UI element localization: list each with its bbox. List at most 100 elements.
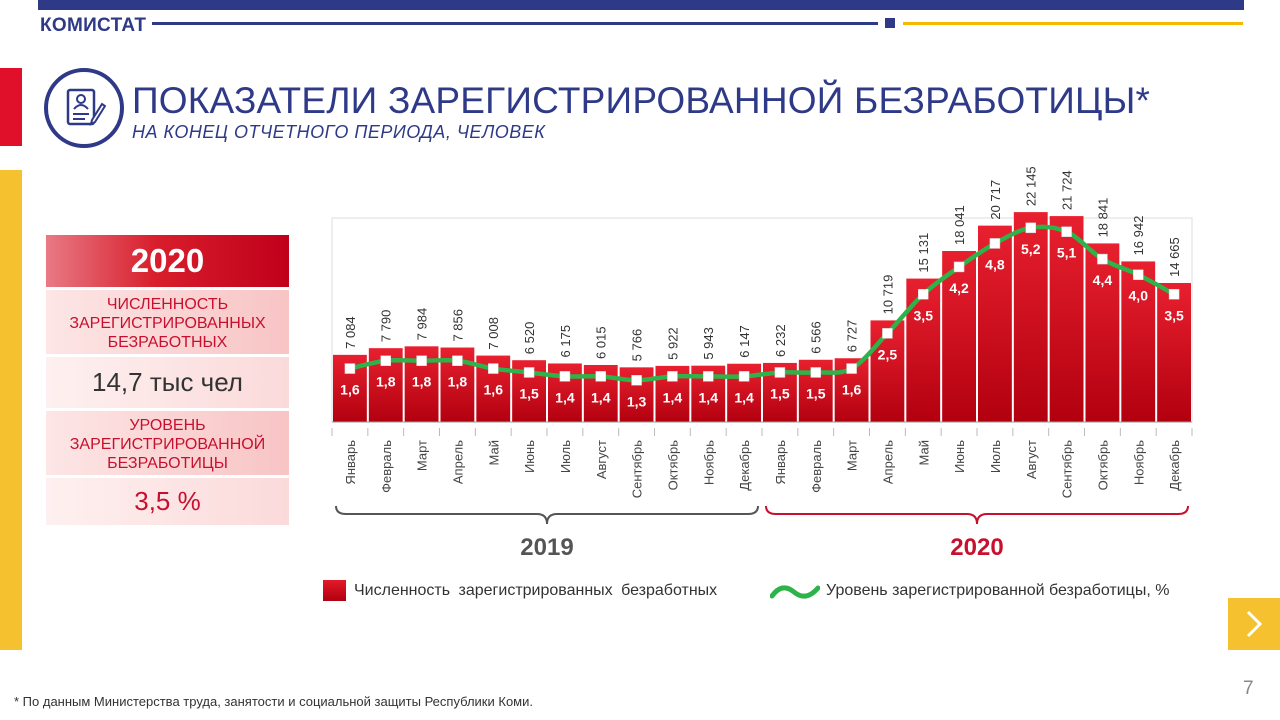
- rate-value-label: 5,2: [1021, 241, 1041, 257]
- x-tick-label: Май: [486, 440, 501, 465]
- next-slide-button[interactable]: [1228, 598, 1280, 650]
- rate-marker: [918, 289, 929, 300]
- x-tick-label: Октябрь: [665, 440, 680, 491]
- rate-value-label: 4,4: [1093, 272, 1113, 288]
- bar-value-label: 18 841: [1095, 198, 1110, 238]
- rate-value-label: 1,5: [770, 385, 790, 401]
- rate-marker: [344, 363, 356, 374]
- x-tick-label: Август: [1024, 440, 1039, 479]
- page-title: ПОКАЗАТЕЛИ ЗАРЕГИСТРИРОВАННОЙ БЕЗРАБОТИЦ…: [132, 80, 1151, 121]
- bar-value-label: 6 147: [737, 325, 752, 358]
- x-tick-label: Июль: [558, 440, 573, 473]
- x-tick-label: Ноябрь: [701, 440, 716, 485]
- bar-value-label: 7 008: [486, 317, 501, 350]
- bar-value-label: 22 145: [1024, 166, 1039, 206]
- x-tick-label: Июнь: [952, 440, 967, 473]
- rate-marker: [595, 371, 606, 382]
- bar-value-label: 7 790: [379, 310, 394, 343]
- rate-value-label: 4,0: [1129, 288, 1149, 304]
- rate-marker: [953, 261, 965, 273]
- summary-count-label: ЧИСЛЕННОСТЬ ЗАРЕГИСТРИРОВАННЫХ БЕЗРАБОТН…: [46, 290, 289, 354]
- x-tick-label: Ноябрь: [1131, 440, 1146, 485]
- rate-value-label: 1,8: [448, 374, 468, 390]
- bar-value-label: 5 766: [630, 329, 645, 362]
- header-divider-blue: [152, 22, 878, 25]
- rate-value-label: 1,5: [519, 385, 539, 401]
- bar: [1013, 212, 1048, 422]
- x-tick-label: Октябрь: [1095, 440, 1110, 491]
- rate-value-label: 1,4: [699, 389, 719, 405]
- rate-value-label: 1,4: [734, 389, 754, 405]
- bar-value-label: 7 984: [415, 308, 430, 341]
- x-tick-label: Февраль: [379, 440, 394, 493]
- summary-rate-label: УРОВЕНЬ ЗАРЕГИСТРИРОВАННОЙ БЕЗРАБОТИЦЫ: [46, 411, 289, 475]
- group-brace: [335, 505, 759, 525]
- rate-marker: [1097, 253, 1108, 265]
- x-tick-label: Январь: [343, 440, 358, 485]
- rate-marker: [559, 371, 571, 382]
- x-tick-label: Июнь: [522, 440, 537, 473]
- rate-marker: [1061, 226, 1072, 237]
- bar-value-label: 6 175: [558, 325, 573, 358]
- rate-value-label: 1,4: [591, 389, 611, 405]
- rate-value-label: 1,4: [555, 389, 575, 405]
- rate-marker: [416, 355, 427, 366]
- bar-value-label: 6 232: [773, 324, 788, 357]
- page-subtitle: НА КОНЕЦ ОТЧЕТНОГО ПЕРИОДА, ЧЕЛОВЕК: [132, 122, 546, 142]
- summary-year: 2020: [46, 235, 289, 287]
- x-tick-label: Март: [845, 440, 860, 471]
- legend-line-label: Уровень зарегистрированной безработицы, …: [826, 582, 1170, 599]
- bar-value-label: 10 719: [880, 275, 895, 315]
- rate-marker: [488, 363, 499, 374]
- rate-value-label: 1,3: [627, 393, 647, 409]
- rate-marker: [380, 355, 391, 366]
- brand-name: КОМИСТАТ: [40, 15, 147, 36]
- bar: [1157, 283, 1191, 422]
- bar-value-label: 5 922: [665, 327, 680, 360]
- rate-marker: [452, 355, 463, 366]
- rate-value-label: 4,8: [985, 256, 1005, 272]
- bar-value-label: 21 724: [1060, 170, 1075, 210]
- rate-marker: [774, 367, 786, 378]
- bar-value-label: 5 943: [701, 327, 716, 360]
- bar: [1121, 261, 1156, 422]
- rate-marker: [882, 328, 893, 339]
- accent-strip-yellow: [0, 170, 22, 650]
- rate-value-label: 1,4: [663, 389, 683, 405]
- group-label: 2019: [520, 534, 573, 561]
- rate-value-label: 1,5: [806, 385, 826, 401]
- rate-value-label: 4,2: [949, 280, 969, 296]
- rate-value-label: 1,8: [412, 374, 432, 390]
- legend-line-swatch: [770, 585, 820, 599]
- bar-value-label: 6 520: [522, 322, 537, 355]
- rate-value-label: 1,6: [484, 382, 504, 398]
- rate-value-label: 1,8: [376, 374, 396, 390]
- rate-marker: [1133, 269, 1144, 280]
- x-tick-label: Декабрь: [1167, 440, 1182, 491]
- x-tick-label: Февраль: [809, 440, 824, 493]
- x-tick-label: Август: [594, 440, 609, 479]
- summary-rate-value: 3,5 %: [46, 478, 289, 525]
- top-bar: [38, 0, 1244, 10]
- bar-value-label: 6 566: [809, 321, 824, 354]
- rate-value-label: 3,5: [1164, 307, 1184, 323]
- footnote: * По данным Министерства труда, занятост…: [14, 694, 533, 709]
- rate-marker: [989, 238, 1001, 249]
- chevron-right-icon: [1246, 610, 1263, 638]
- rate-value-label: 1,6: [340, 382, 360, 398]
- summary-count-value: 14,7 тыс чел: [46, 357, 289, 408]
- bar: [906, 278, 941, 422]
- bar-value-label: 14 665: [1167, 237, 1182, 277]
- rate-marker: [631, 375, 642, 386]
- x-tick-label: Март: [415, 440, 430, 471]
- bar: [1049, 216, 1084, 422]
- x-tick-label: Сентябрь: [1060, 440, 1075, 498]
- rate-marker: [667, 371, 678, 382]
- rate-value-label: 2,5: [878, 346, 898, 362]
- rate-value-label: 5,1: [1057, 245, 1077, 261]
- rate-marker: [1025, 222, 1036, 234]
- header-divider-square: [885, 18, 895, 28]
- document-person-icon: [66, 88, 106, 126]
- rate-value-label: 1,6: [842, 382, 862, 398]
- x-tick-label: Июль: [988, 440, 1003, 473]
